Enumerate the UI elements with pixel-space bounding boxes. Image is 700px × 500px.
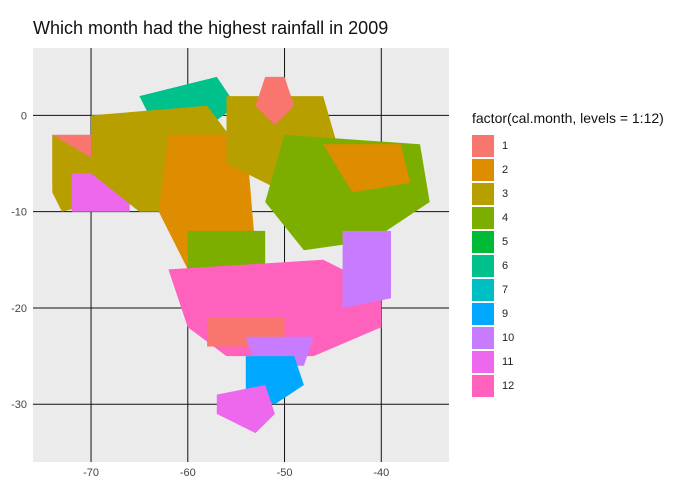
legend-key-10: [472, 327, 494, 349]
legend-label-6: 6: [502, 260, 509, 272]
legend-key-9: [472, 303, 494, 325]
legend-items: 1 2 3 4 5 6 7 9 10 11 12: [472, 134, 664, 398]
legend-label-5: 5: [502, 236, 509, 248]
legend-key-6: [472, 255, 494, 277]
legend-label-3: 3: [502, 188, 509, 200]
map-regions: [52, 76, 430, 434]
legend-key-2: [472, 159, 494, 181]
y-tick-label-0: 0: [21, 110, 27, 122]
legend-key-4: [472, 207, 494, 229]
legend-label-4: 4: [502, 212, 509, 224]
region-month-11-16: [216, 385, 275, 434]
legend-item-6: 6: [472, 254, 664, 278]
legend-label-2: 2: [502, 164, 509, 176]
region-month-10-12: [342, 230, 391, 308]
legend-item-2: 2: [472, 158, 664, 182]
legend-key-12: [472, 375, 494, 397]
legend-key-5: [472, 231, 494, 253]
legend-key-11: [472, 351, 494, 373]
region-month-1-7: [255, 76, 295, 125]
x-tick-label-3: -40: [373, 467, 389, 479]
legend-item-4: 4: [472, 206, 664, 230]
legend-item-3: 3: [472, 182, 664, 206]
chart-title: Which month had the highest rainfall in …: [33, 18, 389, 38]
legend-label-1: 1: [502, 140, 509, 152]
legend-label-12: 12: [502, 380, 515, 392]
legend-item-12: 12: [472, 374, 664, 398]
x-tick-label-0: -70: [83, 467, 99, 479]
legend-label-7: 7: [502, 284, 509, 296]
y-tick-label-2: -20: [11, 303, 27, 315]
legend-item-11: 11: [472, 350, 664, 374]
legend-key-7: [472, 279, 494, 301]
x-axis-ticks: -70 -60 -50 -40: [83, 467, 389, 479]
x-tick-label-1: -60: [180, 467, 196, 479]
legend-label-11: 11: [502, 356, 514, 368]
region-month-2-9: [323, 144, 411, 193]
legend-item-5: 5: [472, 230, 664, 254]
legend-item-10: 10: [472, 326, 664, 350]
legend-title: factor(cal.month, levels = 1:12): [472, 110, 664, 126]
y-axis-ticks: 0 -10 -20 -30: [11, 110, 27, 411]
legend-item-1: 1: [472, 134, 664, 158]
legend-item-7: 7: [472, 278, 664, 302]
legend-key-1: [472, 135, 494, 157]
legend-label-10: 10: [502, 332, 515, 344]
y-tick-label-1: -10: [11, 207, 27, 219]
legend-label-9: 9: [502, 308, 509, 320]
x-tick-label-2: -50: [277, 467, 293, 479]
legend-item-9: 9: [472, 302, 664, 326]
y-tick-label-3: -30: [11, 399, 27, 411]
legend-key-3: [472, 183, 494, 205]
